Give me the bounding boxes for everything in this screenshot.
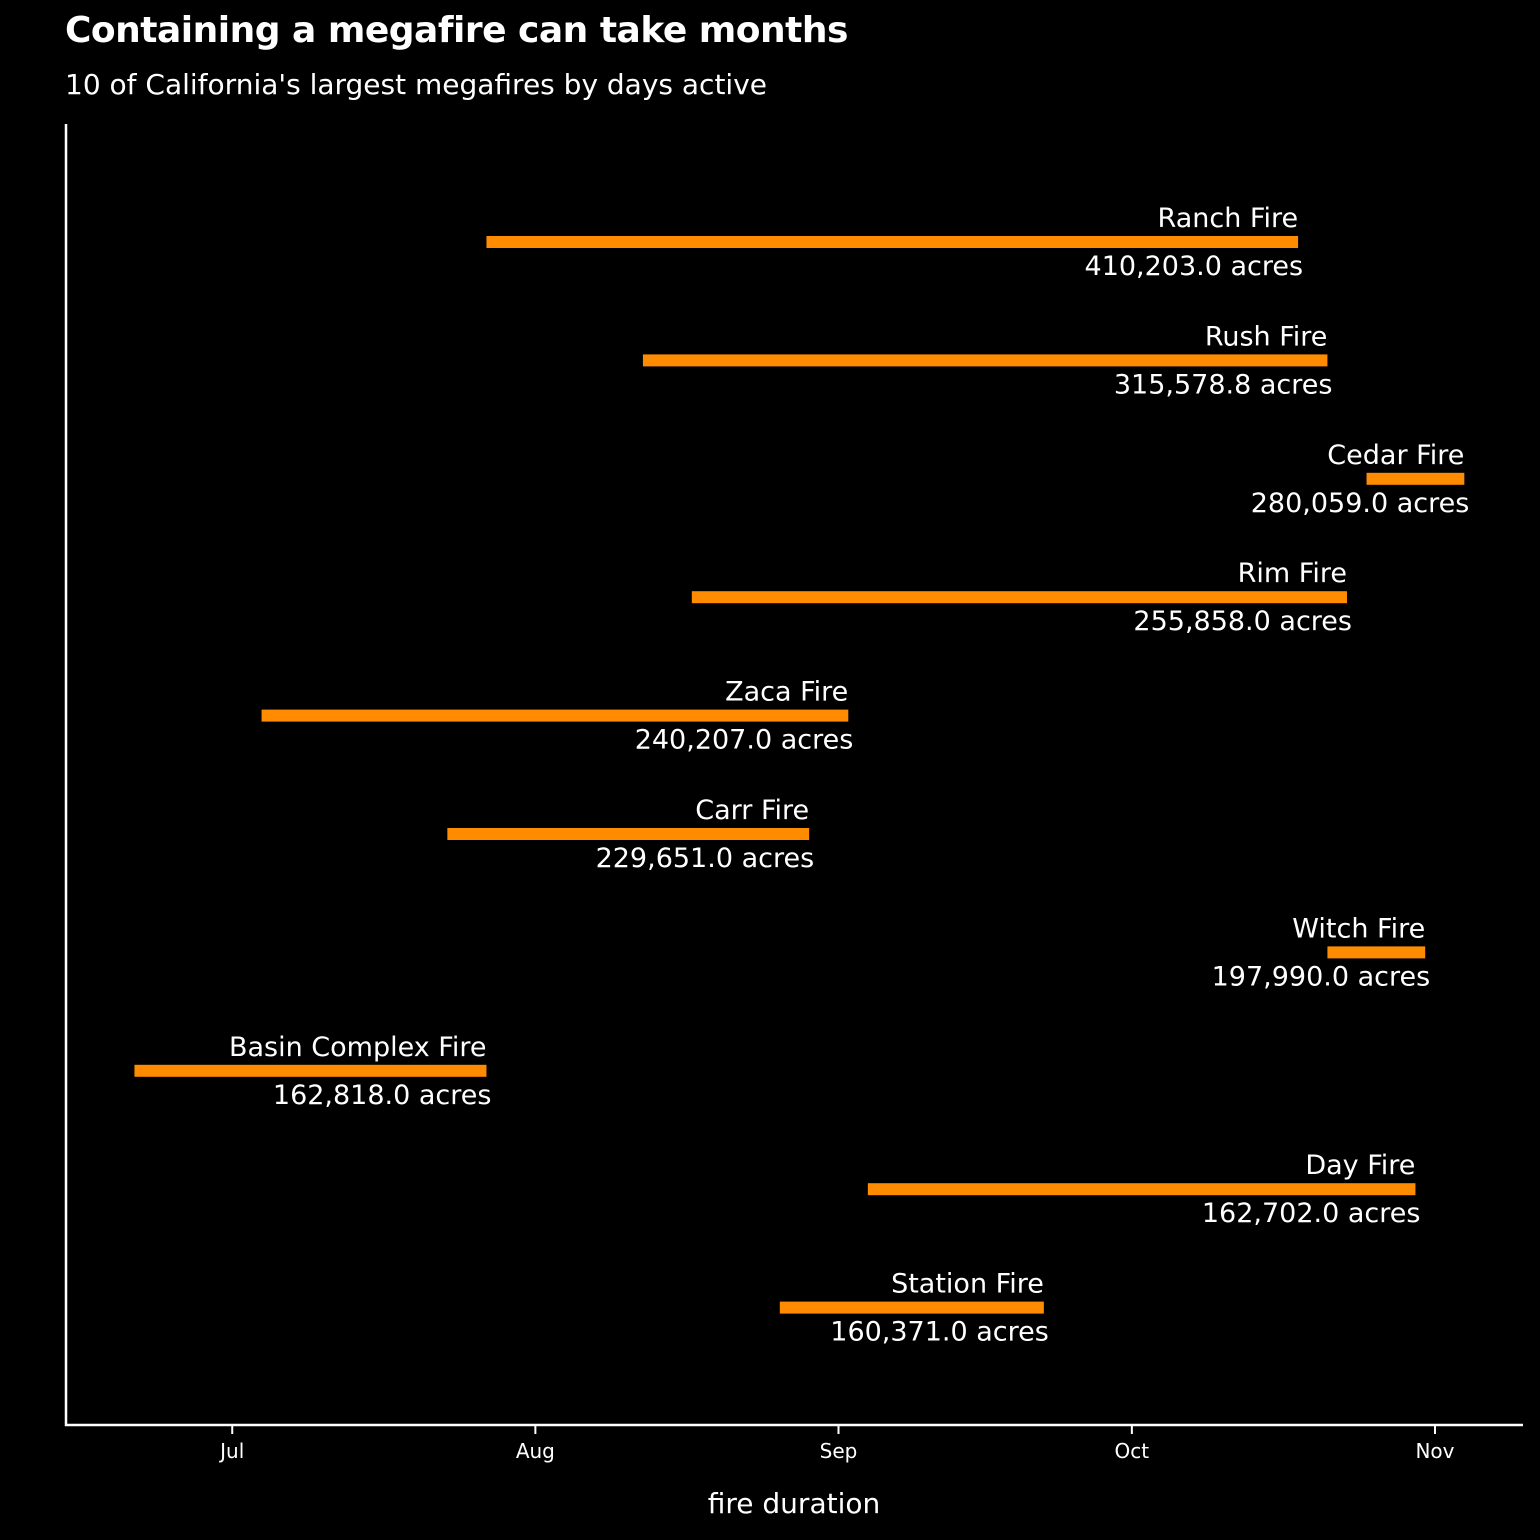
fire-name-label: Carr Fire — [695, 795, 809, 826]
fire-name-label: Cedar Fire — [1327, 440, 1464, 471]
fire-name-label: Zaca Fire — [725, 677, 848, 708]
fire-acres-label: 255,858.0 acres — [1133, 606, 1352, 637]
fire-name-label: Rush Fire — [1205, 321, 1328, 352]
x-tick-label: Sep — [820, 1439, 858, 1463]
fire-acres-label: 162,702.0 acres — [1202, 1198, 1421, 1229]
fire-bar — [486, 236, 1299, 248]
x-ticks: Jul Aug Sep Oct Nov — [218, 1425, 1455, 1463]
fire-acres-label: 410,203.0 acres — [1085, 251, 1304, 282]
fire-acres-label: 197,990.0 acres — [1212, 961, 1431, 992]
fire-acres-label: 229,651.0 acres — [596, 843, 815, 874]
x-tick-label: Jul — [218, 1439, 244, 1463]
fire-name-label: Rim Fire — [1238, 558, 1347, 589]
fire-name-label: Basin Complex Fire — [229, 1032, 487, 1063]
fire-name-label: Station Fire — [891, 1269, 1044, 1300]
x-tick-label: Aug — [516, 1439, 555, 1463]
fire-acres-label: 160,371.0 acres — [830, 1317, 1049, 1348]
fire-bar — [134, 1064, 487, 1077]
fire-bar — [447, 828, 810, 840]
x-axis-title: fire duration — [708, 1487, 880, 1520]
bar-labels: Ranch Fire 410,203.0 acres Rush Fire 315,57… — [229, 203, 1469, 1348]
fire-bar — [1327, 946, 1426, 959]
fire-bar — [691, 591, 1347, 604]
chart-subtitle: 10 of California's largest megafires by … — [65, 68, 768, 101]
fire-acres-label: 162,818.0 acres — [273, 1080, 492, 1111]
fire-acres-label: 280,059.0 acres — [1251, 488, 1470, 519]
x-tick-label: Oct — [1115, 1439, 1150, 1463]
fire-acres-label: 315,578.8 acres — [1114, 369, 1333, 400]
fire-bar — [642, 354, 1328, 367]
fire-name-label: Ranch Fire — [1158, 203, 1299, 234]
fire-name-label: Day Fire — [1305, 1150, 1415, 1181]
axes — [64, 124, 1523, 1427]
fire-bar — [261, 709, 849, 722]
fire-bar — [1366, 472, 1465, 485]
x-tick-label: Nov — [1415, 1439, 1454, 1463]
bars — [134, 236, 1465, 1314]
chart-title: Containing a megafire can take months — [65, 10, 848, 51]
fire-bar — [867, 1183, 1416, 1196]
fire-bar — [779, 1301, 1044, 1314]
fire-acres-label: 240,207.0 acres — [635, 725, 854, 756]
fire-name-label: Witch Fire — [1292, 913, 1425, 944]
